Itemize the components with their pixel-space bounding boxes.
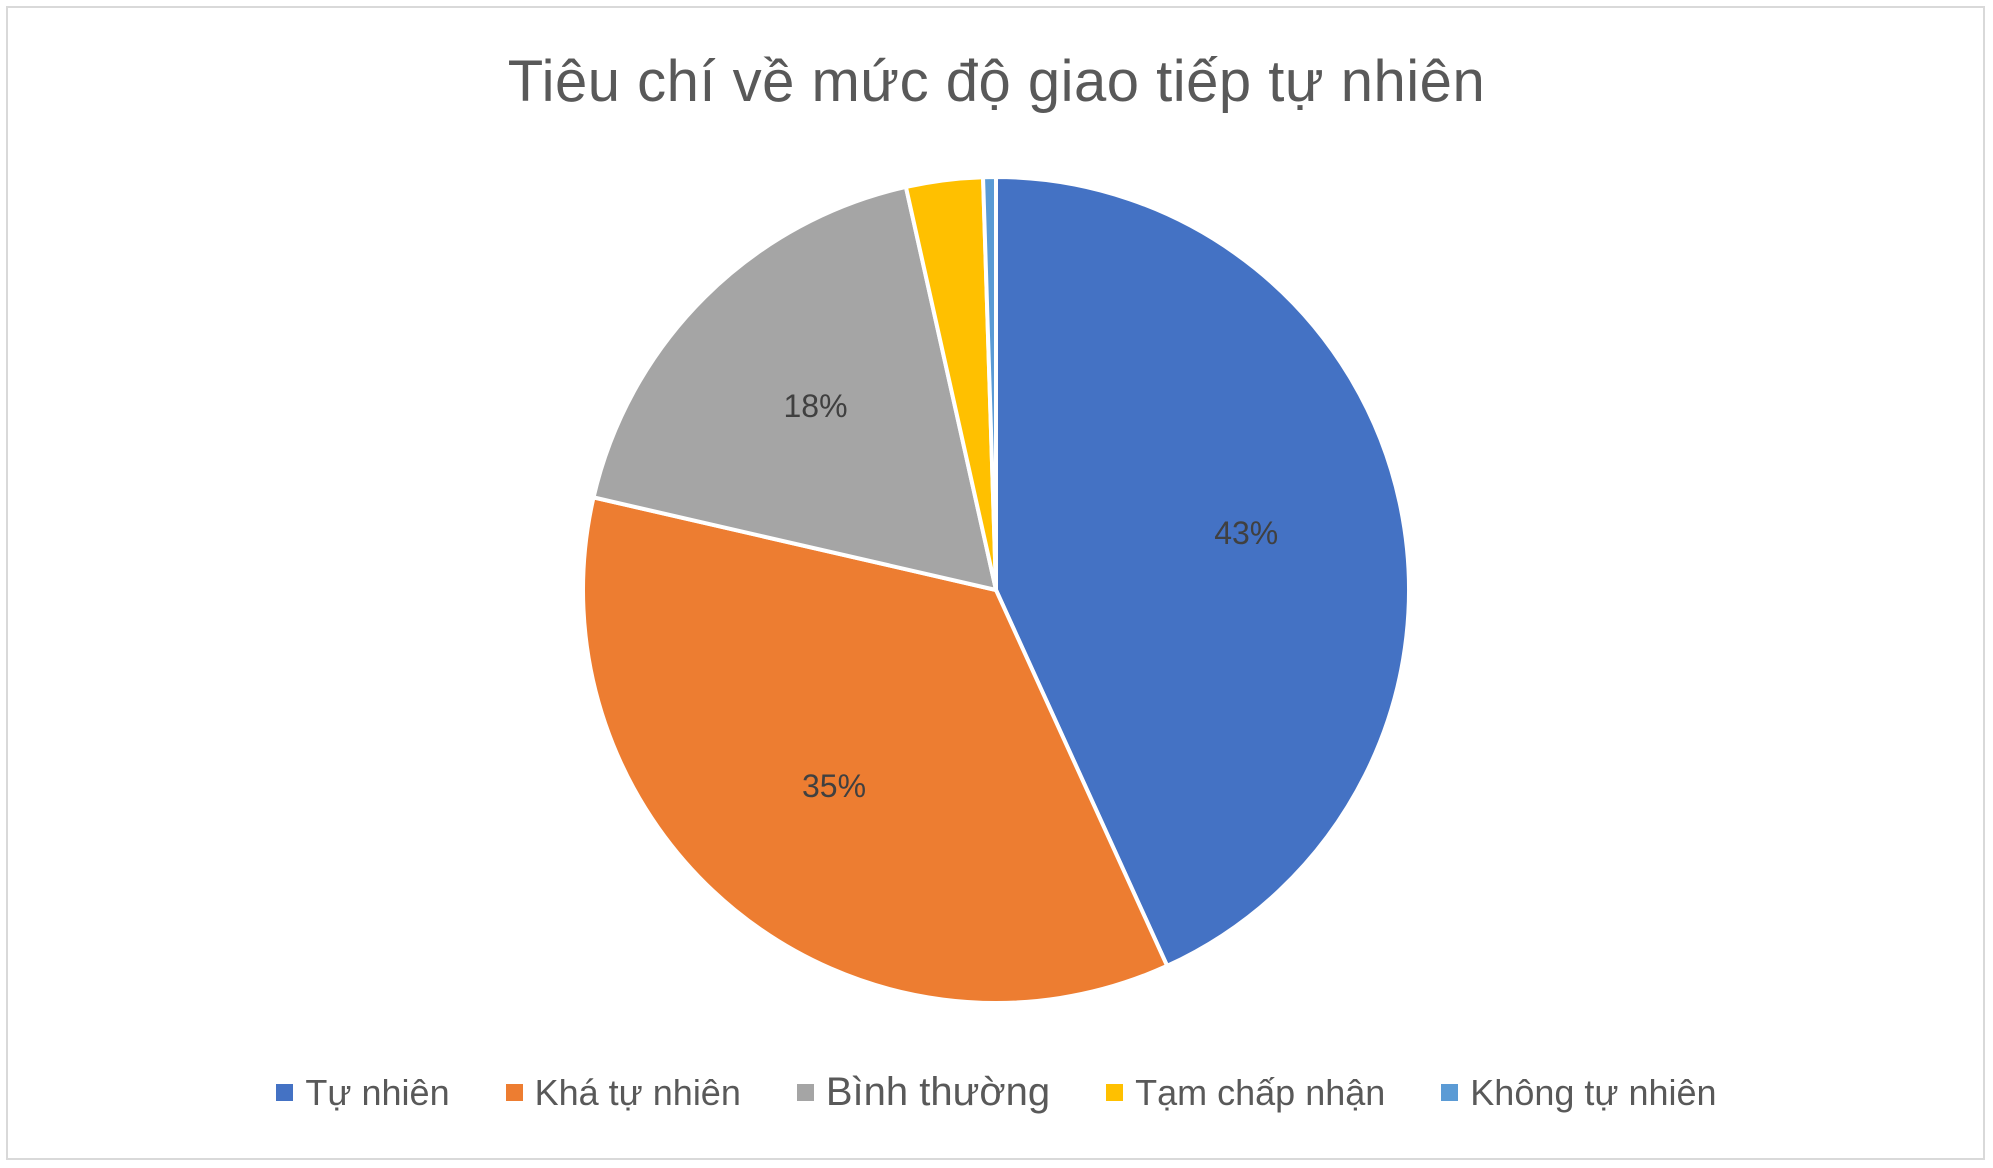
pie-slice-khong-tu-nhien[interactable] <box>981 175 998 592</box>
legend-label: Tạm chấp nhận <box>1135 1071 1386 1113</box>
legend-label: Tự nhiên <box>305 1071 450 1113</box>
data-label-binh-thuong: 18% <box>783 388 847 424</box>
data-label-tu-nhien: 43% <box>1214 515 1278 551</box>
legend-item-binh-thuong[interactable]: Bình thường <box>796 1070 1051 1115</box>
pie-slice-tu-nhien[interactable] <box>994 175 1411 968</box>
legend-swatch <box>1106 1084 1124 1101</box>
chart-title: Tiêu chí về mức độ giao tiếp tự nhiên <box>507 49 1486 114</box>
legend: Tự nhiên Khá tự nhiên Bình thường Tạm ch… <box>0 1070 1993 1115</box>
legend-label: Khá tự nhiên <box>534 1071 741 1113</box>
pie-slice-binh-thuong[interactable] <box>591 184 998 592</box>
legend-swatch <box>796 1084 814 1101</box>
legend-swatch <box>1441 1084 1459 1101</box>
legend-label: Không tự nhiên <box>1470 1071 1717 1113</box>
legend-label: Bình thường <box>825 1070 1051 1114</box>
legend-item-tam-chap-nhan[interactable]: Tạm chấp nhận <box>1106 1072 1385 1114</box>
legend-swatch <box>505 1084 523 1101</box>
legend-item-khong-tu-nhien[interactable]: Không tự nhiên <box>1441 1071 1717 1114</box>
pie-slice-kha-tu-nhien[interactable] <box>581 495 1170 1005</box>
legend-item-kha-tu-nhien[interactable]: Khá tự nhiên <box>505 1071 741 1114</box>
legend-swatch <box>276 1084 294 1101</box>
data-label-kha-tu-nhien: 35% <box>802 768 866 804</box>
legend-item-tu-nhien[interactable]: Tự nhiên <box>276 1071 450 1114</box>
